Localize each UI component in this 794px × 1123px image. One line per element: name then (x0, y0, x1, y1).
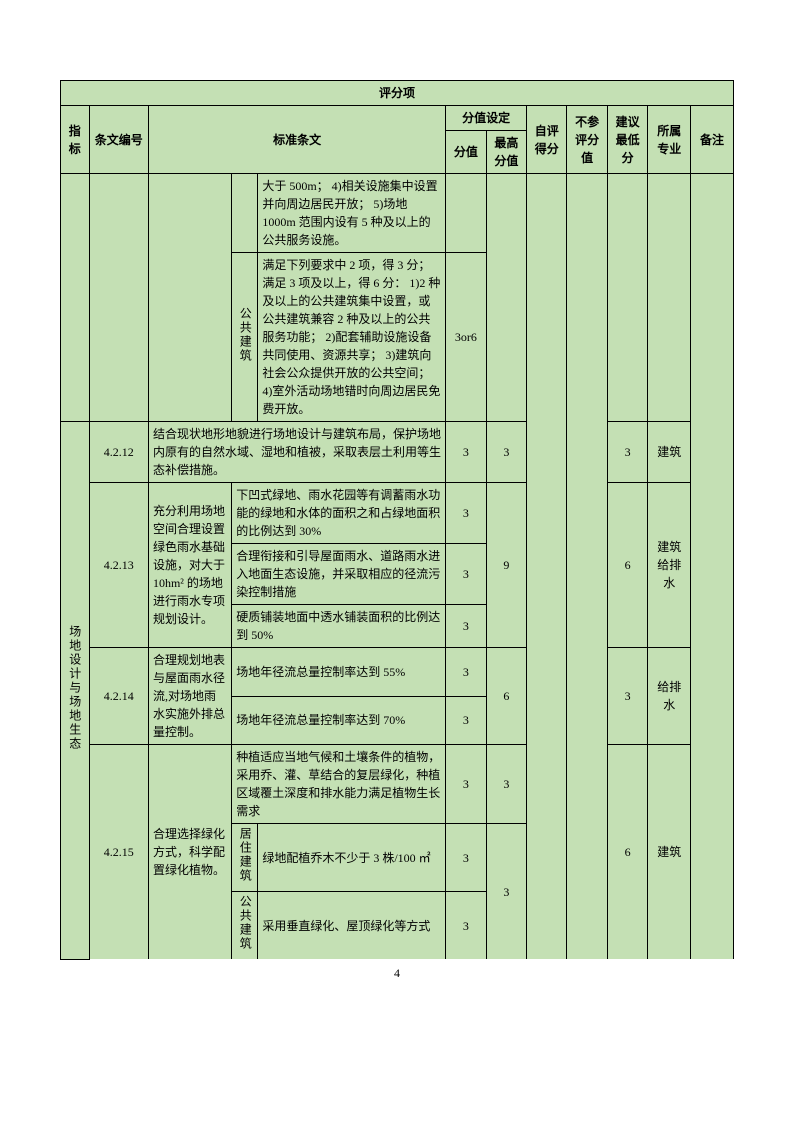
cell-4212-score: 3 (446, 422, 486, 483)
hdr-dept: 所属专业 (648, 106, 691, 174)
cell-4215-dept: 建筑 (648, 745, 691, 960)
cell-desc-blank (148, 174, 231, 422)
cell-4213-remark (691, 483, 734, 648)
cell-4213-a-score: 3 (446, 483, 486, 544)
cell-4215-self (527, 745, 567, 960)
cell-4214-a-score: 3 (446, 648, 486, 697)
cell-4214-b-score: 3 (446, 696, 486, 745)
cell-4213-max: 9 (486, 483, 526, 648)
hdr-remark: 备注 (691, 106, 734, 174)
row-4212: 场地设计与场地生态 4.2.12 结合现状地形地貌进行场地设计与建筑布局，保护场… (61, 422, 734, 483)
cell-4212-clause: 4.2.12 (89, 422, 148, 483)
cell-4215-a: 种植适应当地气候和土壤条件的植物，采用乔、灌、草结合的复层绿化，种植区域覆土深度… (232, 745, 446, 824)
cell-4214-self (527, 648, 567, 745)
cell-indicator: 场地设计与场地生态 (61, 422, 90, 960)
hdr-not-score: 不参评分值 (567, 106, 607, 174)
hdr-max-score: 最高分值 (486, 131, 526, 174)
cell-4214-dept: 给排水 (648, 648, 691, 745)
cell-4215-c: 采用垂直绿化、屋顶绿化等方式 (258, 892, 446, 960)
cell-4214-not (567, 648, 607, 745)
cell-clause-blank (89, 174, 148, 422)
cell-indicator-blank (61, 174, 90, 422)
cell-r1-suggest (607, 174, 647, 422)
page-number: 4 (60, 966, 734, 981)
cell-4213-b-score: 3 (446, 544, 486, 605)
cell-4212-max: 3 (486, 422, 526, 483)
cell-4213-a: 下凹式绿地、雨水花园等有调蓄雨水功能的绿地和水体的面积之和占绿地面积的比例达到 … (232, 483, 446, 544)
hdr-score: 分值 (446, 131, 486, 174)
cell-4215-b-score: 3 (446, 824, 486, 892)
cell-4213-b: 合理衔接和引导屋面雨水、道路雨水进入地面生态设施，并采取相应的径流污染控制措施 (232, 544, 446, 605)
cell-4215-remark (691, 745, 734, 960)
hdr-standard: 标准条文 (148, 106, 445, 174)
cell-4215-b: 绿地配植乔木不少于 3 株/100 ㎡ (258, 824, 446, 892)
row-4215-a: 4.2.15 合理选择绿化方式，科学配置绿化植物。 种植适应当地气候和土壤条件的… (61, 745, 734, 824)
cell-4213-c-score: 3 (446, 605, 486, 648)
page-container: 评分项 指标 条文编号 标准条文 分值设定 自评得分 不参评分值 建议最低分 所… (0, 0, 794, 1011)
cell-4215-a-score: 3 (446, 745, 486, 824)
cell-4215-not (567, 745, 607, 960)
cell-4212-text: 结合现状地形地貌进行场地设计与建筑布局，保护场地内原有的自然水域、湿地和植被，采… (148, 422, 445, 483)
cell-4212-suggest: 3 (607, 422, 647, 483)
cell-4215-c-label: 公共建筑 (232, 892, 258, 960)
cell-4215-clause: 4.2.15 (89, 745, 148, 960)
row-cont-1: 大于 500m； 4)相关设施集中设置并向周边居民开放； 5)场地 1000m … (61, 174, 734, 253)
scoring-table: 评分项 指标 条文编号 标准条文 分值设定 自评得分 不参评分值 建议最低分 所… (60, 80, 734, 960)
hdr-indicator: 指标 (61, 106, 90, 174)
title-row: 评分项 (61, 81, 734, 106)
cell-4213-desc: 充分利用场地空间合理设置绿色雨水基础设施，对大于 10hm² 的场地进行雨水专项… (148, 483, 231, 648)
cell-r1-self (527, 174, 567, 422)
cell-4213-suggest: 6 (607, 483, 647, 648)
cell-4212-not (567, 422, 607, 483)
cell-r1-max (486, 174, 526, 422)
header-row-1: 指标 条文编号 标准条文 分值设定 自评得分 不参评分值 建议最低分 所属专业 … (61, 106, 734, 131)
cell-4214-suggest: 3 (607, 648, 647, 745)
cell-r1-dept (648, 174, 691, 422)
cell-4213-c: 硬质铺装地面中透水铺装面积的比例达到 50% (232, 605, 446, 648)
cell-4212-self (527, 422, 567, 483)
hdr-self-score: 自评得分 (527, 106, 567, 174)
cell-4212-remark (691, 422, 734, 483)
cell-4214-remark (691, 648, 734, 745)
cell-4214-desc: 合理规划地表与屋面雨水径流,对场地雨水实施外排总量控制。 (148, 648, 231, 745)
cell-4215-desc: 合理选择绿化方式，科学配置绿化植物。 (148, 745, 231, 960)
cell-4214-clause: 4.2.14 (89, 648, 148, 745)
cell-4214-a: 场地年径流总量控制率达到 55% (232, 648, 446, 697)
cell-4215-b-label: 居住建筑 (232, 824, 258, 892)
cell-label-blank (232, 174, 258, 253)
cell-r1-score (446, 174, 486, 253)
cell-4213-dept: 建筑给排水 (648, 483, 691, 648)
row-4213-a: 4.2.13 充分利用场地空间合理设置绿色雨水基础设施，对大于 10hm² 的场… (61, 483, 734, 544)
table-title: 评分项 (61, 81, 734, 106)
cell-4215-a-max: 3 (486, 745, 526, 824)
cell-4214-max: 6 (486, 648, 526, 745)
cell-4213-not (567, 483, 607, 648)
cell-4213-clause: 4.2.13 (89, 483, 148, 648)
cell-r1-text: 大于 500m； 4)相关设施集中设置并向周边居民开放； 5)场地 1000m … (258, 174, 446, 253)
hdr-suggest-min: 建议最低分 (607, 106, 647, 174)
cell-4215-c-score: 3 (446, 892, 486, 960)
cell-r2-text: 满足下列要求中 2 项，得 3 分； 满足 3 项及以上，得 6 分： 1)2 … (258, 253, 446, 422)
hdr-score-setting: 分值设定 (446, 106, 527, 131)
cell-r1-not (567, 174, 607, 422)
hdr-clause: 条文编号 (89, 106, 148, 174)
row-4214-a: 4.2.14 合理规划地表与屋面雨水径流,对场地雨水实施外排总量控制。 场地年径… (61, 648, 734, 697)
cell-4212-dept: 建筑 (648, 422, 691, 483)
cell-r2-score: 3or6 (446, 253, 486, 422)
cell-r1-remark (691, 174, 734, 422)
cell-4214-b: 场地年径流总量控制率达到 70% (232, 696, 446, 745)
cell-4215-b-max: 3 (486, 824, 526, 960)
cell-4213-self (527, 483, 567, 648)
cell-4215-suggest: 6 (607, 745, 647, 960)
cell-r2-label: 公共建筑 (232, 253, 258, 422)
